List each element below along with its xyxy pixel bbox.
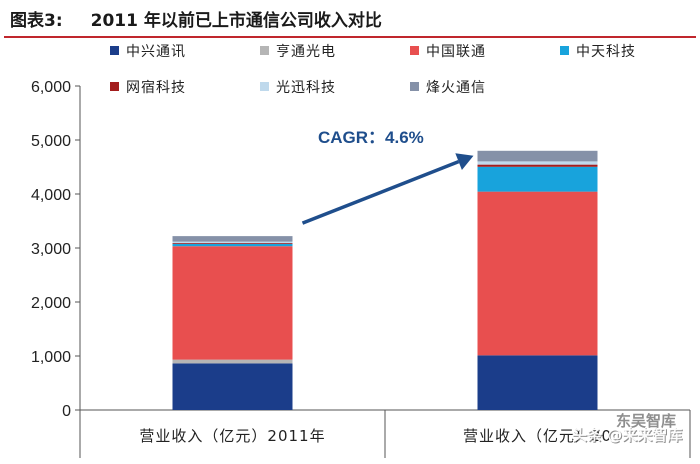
bar-2-series-3 [477, 191, 598, 356]
cagr-arrow-head [455, 153, 474, 171]
legend-swatch-2 [260, 46, 269, 55]
title-bar: 图表3: 2011 年以前已上市通信公司收入对比 [0, 0, 700, 36]
legend-swatch-1 [110, 46, 119, 55]
category-label-2: 营业收入（亿元）20 [463, 427, 612, 445]
legend-swatch-7 [410, 82, 419, 91]
category-label-1: 营业收入（亿元）2011年 [139, 427, 325, 445]
legend-swatch-4 [560, 46, 569, 55]
y-tick-label-5: 5,000 [31, 133, 71, 150]
y-tick-label-3: 3,000 [31, 241, 71, 258]
legend-label-3: 中国联通 [426, 44, 486, 60]
legend-swatch-5 [110, 82, 119, 91]
title-underline [4, 36, 696, 38]
watermark-shadow: 头条 @来来智库 [573, 427, 683, 445]
bar-1-series-4 [172, 243, 293, 247]
legend-label-7: 烽火通信 [426, 80, 486, 96]
y-tick-label-4: 4,000 [31, 187, 71, 204]
chart-title: 2011 年以前已上市通信公司收入对比 [90, 10, 382, 31]
legend-label-5: 网宿科技 [126, 79, 186, 96]
y-tick-label-0: 0 [62, 403, 71, 420]
legend-swatch-3 [410, 46, 419, 55]
bar-2-series-1 [477, 355, 598, 410]
legend-label-4: 中天科技 [576, 44, 636, 60]
y-tick-label-1: 1,000 [31, 349, 71, 366]
legend-swatch-6 [260, 82, 269, 91]
y-tick-label-2: 2,000 [31, 295, 71, 312]
bar-2-series-7 [477, 150, 598, 162]
cagr-arrow-line [301, 160, 460, 225]
legend-label-1: 中兴通讯 [126, 44, 186, 60]
bar-2-series-6 [477, 161, 598, 165]
bar-1-series-3 [172, 246, 293, 360]
bar-2-series-4 [477, 166, 598, 192]
watermark-overlay: 东吴智库 [616, 412, 676, 430]
cagr-annotation: CAGR：4.6% [318, 128, 424, 147]
watermark-text: 头条 @来来智库 [572, 426, 682, 444]
bar-1-series-7 [172, 236, 293, 242]
bar-1-series-2 [172, 359, 293, 364]
bar-1-series-1 [172, 363, 293, 410]
figure-label: 图表3: [10, 10, 63, 31]
bar-1-series-5 [172, 242, 293, 244]
bar-1-series-6 [172, 241, 293, 243]
bar-2-series-5 [477, 164, 598, 167]
y-tick-label-6: 6,000 [31, 79, 71, 96]
legend-label-6: 光迅科技 [276, 80, 336, 96]
legend-label-2: 亨通光电 [276, 43, 336, 60]
